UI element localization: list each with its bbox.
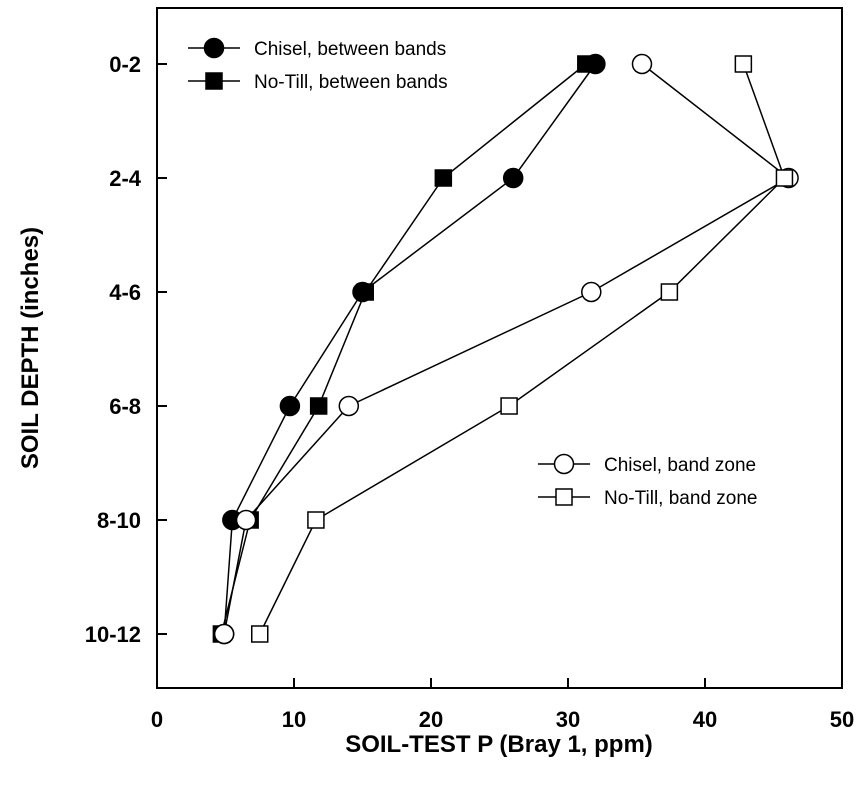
circle-data-point bbox=[502, 167, 524, 189]
legend-label: No-Till, band zone bbox=[604, 488, 757, 509]
circle-data-point bbox=[235, 509, 257, 531]
circle-data-point bbox=[581, 281, 602, 303]
y-tick-label: 2-4 bbox=[109, 166, 142, 191]
y-tick-label: 6-8 bbox=[109, 394, 141, 419]
x-tick-label: 30 bbox=[556, 707, 580, 732]
square-data-point bbox=[734, 55, 753, 73]
square-data-point bbox=[577, 55, 595, 73]
square-data-point bbox=[775, 169, 794, 187]
x-tick-label: 50 bbox=[830, 707, 854, 732]
legend-marker bbox=[205, 72, 223, 90]
circle-data-point bbox=[338, 395, 360, 417]
circle-data-point bbox=[213, 623, 235, 645]
circle-data-point bbox=[631, 53, 653, 75]
x-tick-label: 10 bbox=[282, 707, 306, 732]
x-axis-title: SOIL-TEST P (Bray 1, ppm) bbox=[345, 731, 653, 758]
circle-data-point bbox=[279, 395, 301, 417]
series-line-1 bbox=[220, 63, 587, 635]
y-tick-label: 10-12 bbox=[85, 622, 141, 647]
y-axis: 0-2 2-4 4-6 6-8 8-10 10-12 bbox=[85, 52, 167, 647]
square-data-point bbox=[660, 283, 679, 301]
y-tick-label: 4-6 bbox=[109, 280, 141, 305]
series-line-3 bbox=[259, 63, 786, 635]
legend-label: No-Till, between bands bbox=[254, 72, 448, 93]
y-tick-label: 8-10 bbox=[97, 508, 141, 533]
legend-layer: Chisel, between bands No-Till, between ba… bbox=[188, 37, 757, 509]
legend-label: Chisel, between bands bbox=[254, 39, 446, 60]
series-line-0 bbox=[223, 63, 597, 635]
square-data-point bbox=[434, 169, 453, 187]
y-tick-label: 0-2 bbox=[109, 52, 141, 77]
square-data-point bbox=[251, 625, 269, 643]
x-axis: 0 10 20 30 40 50 bbox=[151, 678, 854, 732]
square-data-point bbox=[307, 511, 325, 529]
square-data-point bbox=[500, 397, 518, 415]
series-line-2 bbox=[223, 63, 790, 635]
legend-marker bbox=[555, 488, 573, 506]
square-data-point bbox=[356, 283, 374, 301]
plot-frame bbox=[156, 7, 843, 689]
square-data-point bbox=[309, 397, 328, 415]
legend-label: Chisel, band zone bbox=[604, 455, 756, 476]
x-tick-label: 40 bbox=[693, 707, 717, 732]
x-tick-label: 20 bbox=[419, 707, 443, 732]
series-layer bbox=[212, 53, 799, 645]
legend-marker bbox=[203, 37, 225, 59]
x-tick-label: 0 bbox=[151, 707, 163, 732]
legend-marker bbox=[553, 453, 575, 475]
y-axis-title: SOIL DEPTH (inches) bbox=[17, 227, 44, 469]
